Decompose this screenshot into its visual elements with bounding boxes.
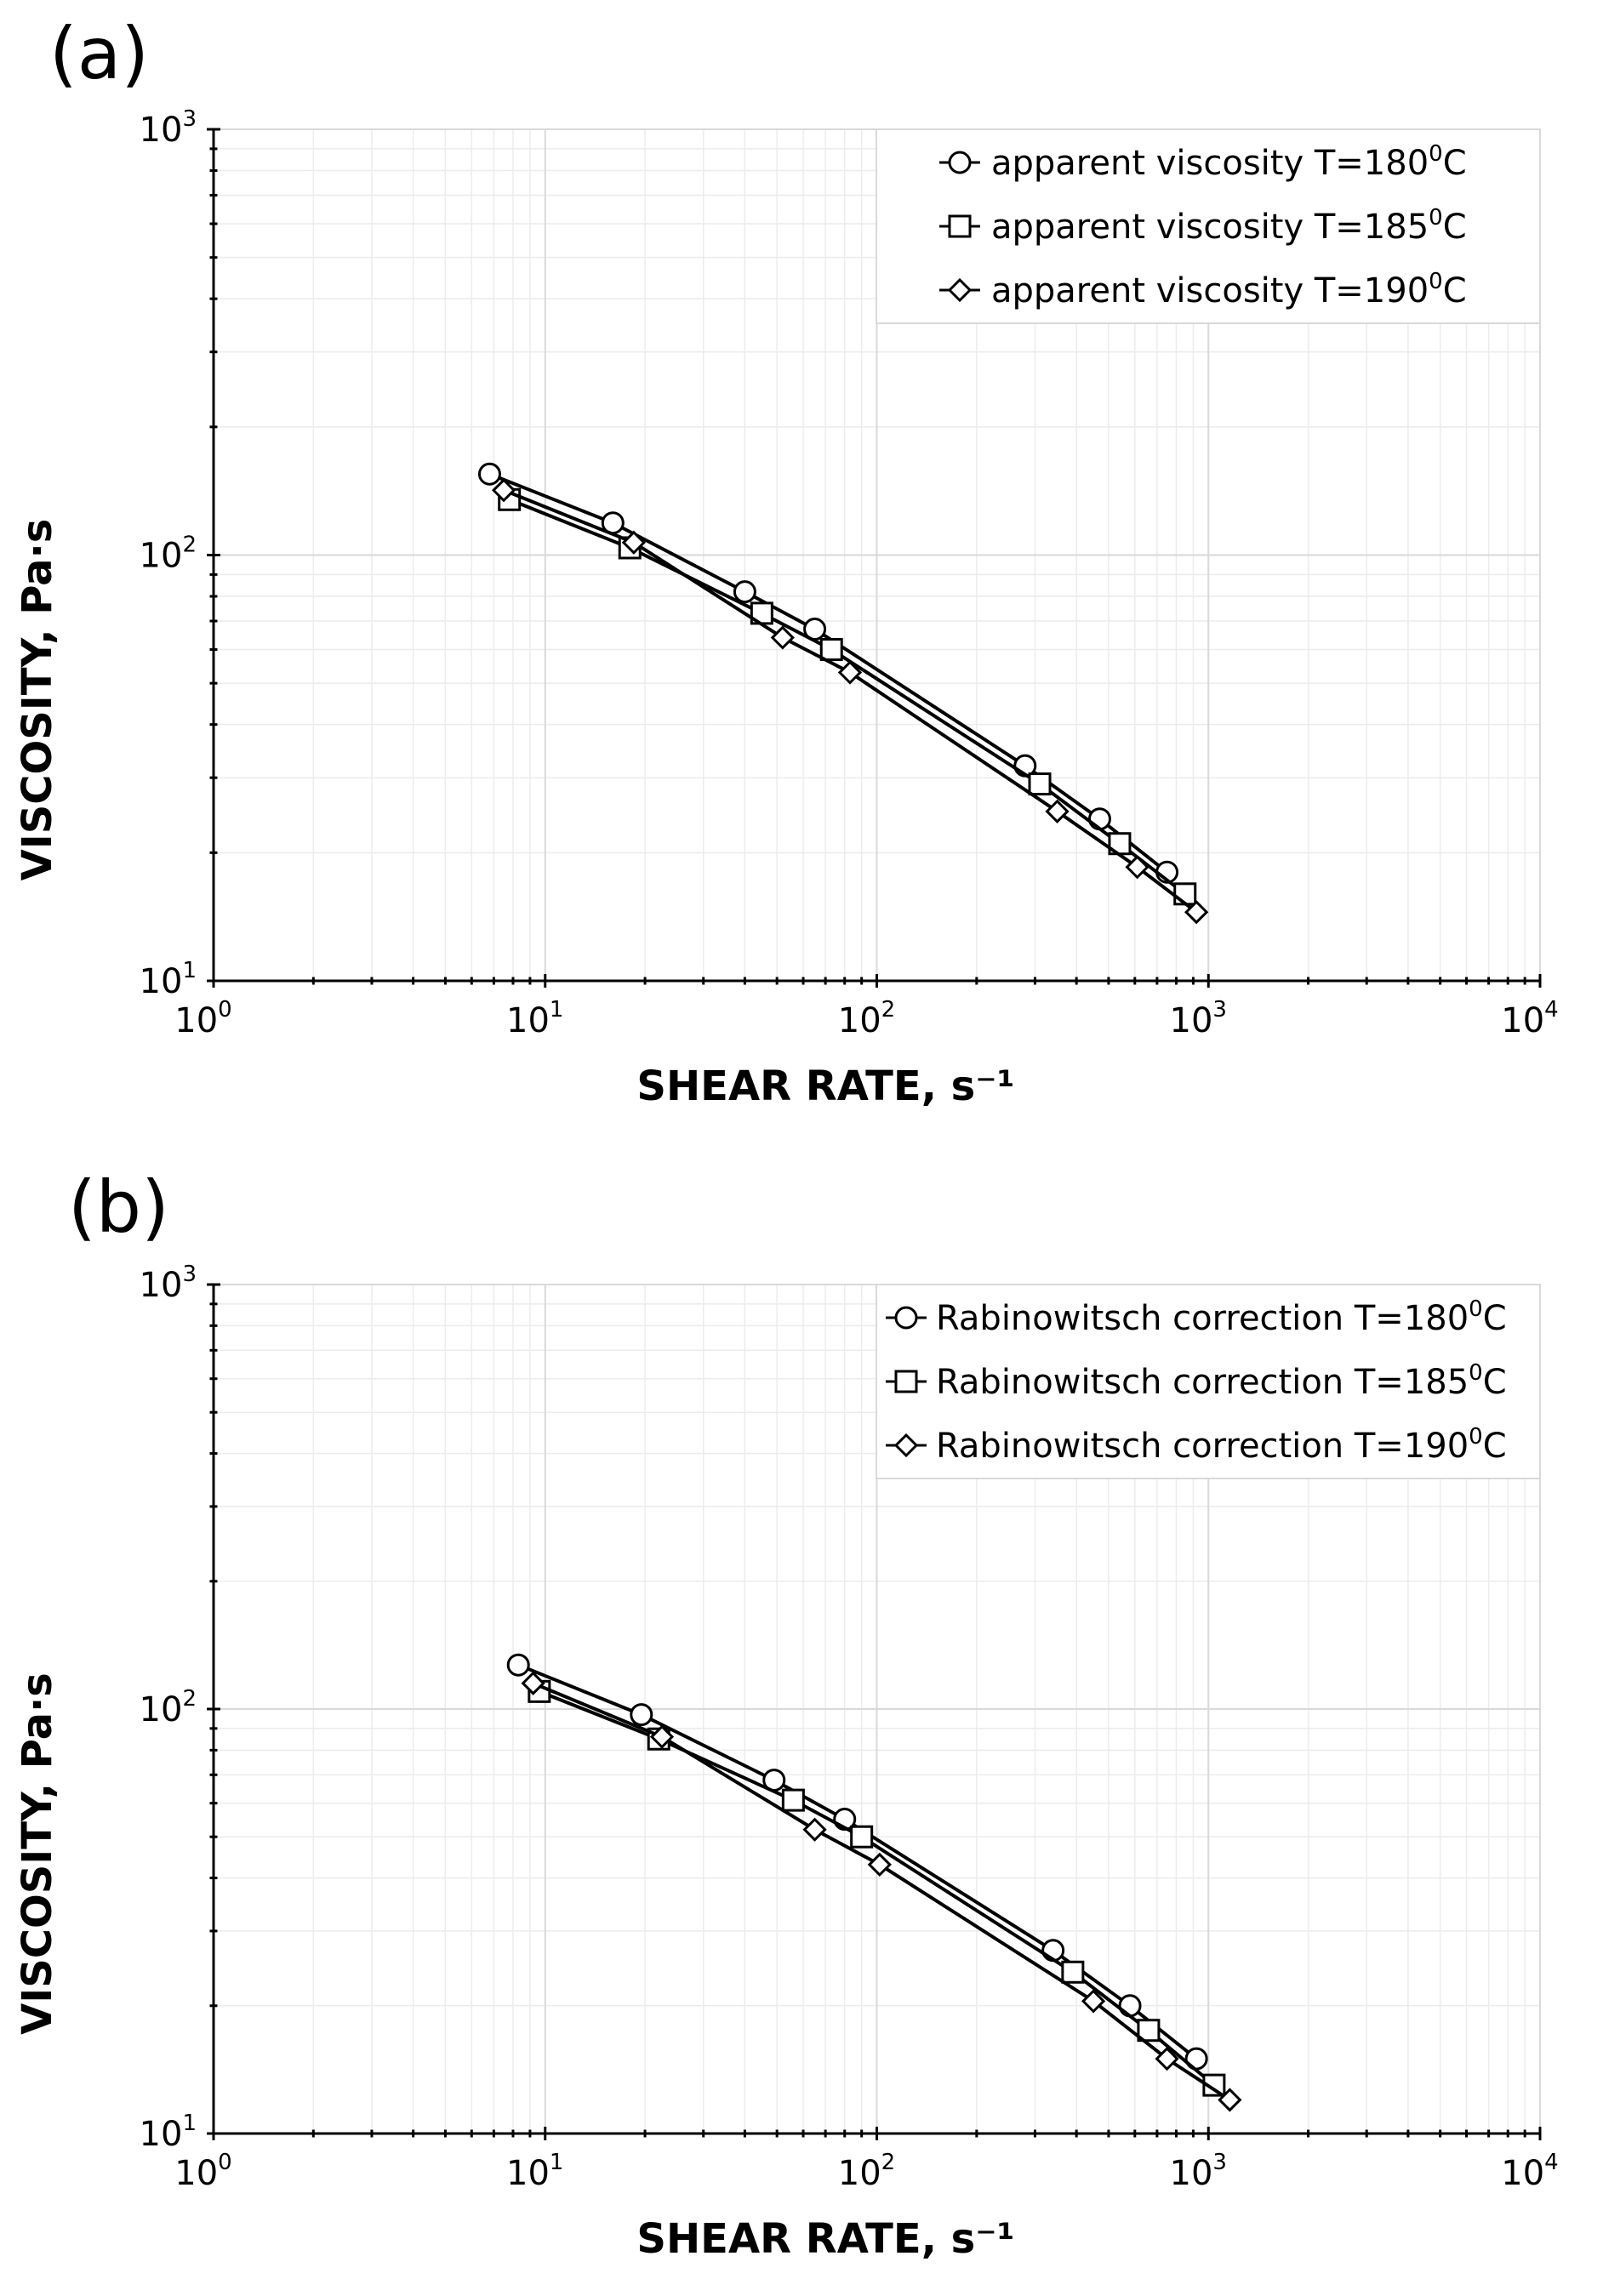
series-circle (477, 462, 1179, 884)
data-point-diamond (1184, 900, 1209, 925)
data-point-diamond (1081, 1989, 1106, 2014)
x-tick-label: 102 (838, 2150, 895, 2193)
data-point-circle (1087, 807, 1111, 831)
data-point-square (1028, 772, 1052, 796)
data-point-circle (506, 1653, 530, 1677)
data-point-circle (733, 580, 756, 604)
data-point-diamond (1125, 855, 1149, 880)
data-point-diamond (770, 625, 795, 650)
data-point-square (819, 638, 843, 662)
data-point-square (850, 1825, 874, 1849)
x-tick-label: 100 (174, 2150, 231, 2193)
legend-entry: apparent viscosity T=1850C (991, 205, 1467, 247)
data-point-circle (477, 462, 501, 486)
legend-entry: Rabinowitsch correction T=1900C (936, 1424, 1507, 1466)
data-point-square (1173, 882, 1197, 906)
data-point-circle (1118, 1994, 1142, 2018)
x-tick-label: 101 (506, 997, 563, 1040)
y-tick-label: 101 (140, 2111, 197, 2154)
y-axis-title: VISCOSITY, Pa·s (14, 519, 61, 881)
x-tick-label: 102 (838, 997, 895, 1040)
y-tick-label: 102 (140, 1686, 197, 1729)
legend-marker-diamond (947, 277, 973, 303)
data-point-square (781, 1788, 805, 1812)
panel-label: (a) (49, 12, 149, 95)
x-tick-label: 104 (1501, 997, 1558, 1040)
legend-entry: Rabinowitsch correction T=1850C (936, 1360, 1507, 1402)
data-point-square (1061, 1960, 1085, 1984)
legend-entry: Rabinowitsch correction T=1800C (936, 1296, 1507, 1338)
x-axis-title: SHEAR RATE, s⁻¹ (636, 1063, 1014, 1110)
legend-marker-circle (948, 151, 972, 174)
data-point-diamond (837, 660, 863, 685)
legend: Rabinowitsch correction T=1800C Rabinowit… (876, 1284, 1541, 1479)
x-tick-label: 103 (1170, 2150, 1227, 2193)
series-diamond (521, 1671, 1242, 2112)
data-point-circle (630, 1703, 653, 1727)
data-point-diamond (491, 478, 516, 503)
legend: apparent viscosity T=1800C apparent visco… (876, 128, 1541, 324)
legend-marker-circle (894, 1306, 918, 1330)
legend-entry: apparent viscosity T=1800C (991, 141, 1467, 183)
data-point-diamond (621, 530, 647, 555)
legend-entry: apparent viscosity T=1900C (991, 269, 1467, 311)
x-tick-label: 103 (1170, 997, 1227, 1040)
series-line (508, 498, 1186, 896)
x-tick-label: 101 (506, 2150, 563, 2193)
y-tick-label: 103 (140, 1262, 197, 1305)
series-square (498, 487, 1197, 906)
legend-box (876, 128, 1541, 324)
legend-marker-square (948, 214, 972, 238)
panel-label: (b) (68, 1165, 169, 1249)
y-tick-label: 103 (140, 106, 197, 150)
legend-marker-diamond (893, 1433, 919, 1458)
series-line (532, 1681, 1231, 2102)
data-point-diamond (867, 1852, 892, 1877)
data-point-diamond (802, 1817, 827, 1842)
x-tick-label: 104 (1501, 2150, 1558, 2193)
y-tick-label: 101 (140, 958, 197, 1001)
legend-box (876, 1284, 1541, 1479)
data-point-diamond (521, 1671, 545, 1695)
data-point-diamond (1045, 799, 1070, 823)
data-point-diamond (1155, 2047, 1179, 2071)
x-tick-label: 100 (174, 997, 231, 1040)
data-point-diamond (649, 1724, 675, 1749)
series-circle (506, 1653, 1208, 2071)
data-point-diamond (1218, 2088, 1242, 2112)
y-axis-title: VISCOSITY, Pa·s (14, 1672, 61, 2035)
series-line (503, 488, 1198, 914)
series-diamond (491, 478, 1209, 925)
y-tick-label: 102 (140, 533, 197, 576)
legend-marker-square (894, 1370, 918, 1393)
x-axis-title: SHEAR RATE, s⁻¹ (636, 2215, 1014, 2263)
